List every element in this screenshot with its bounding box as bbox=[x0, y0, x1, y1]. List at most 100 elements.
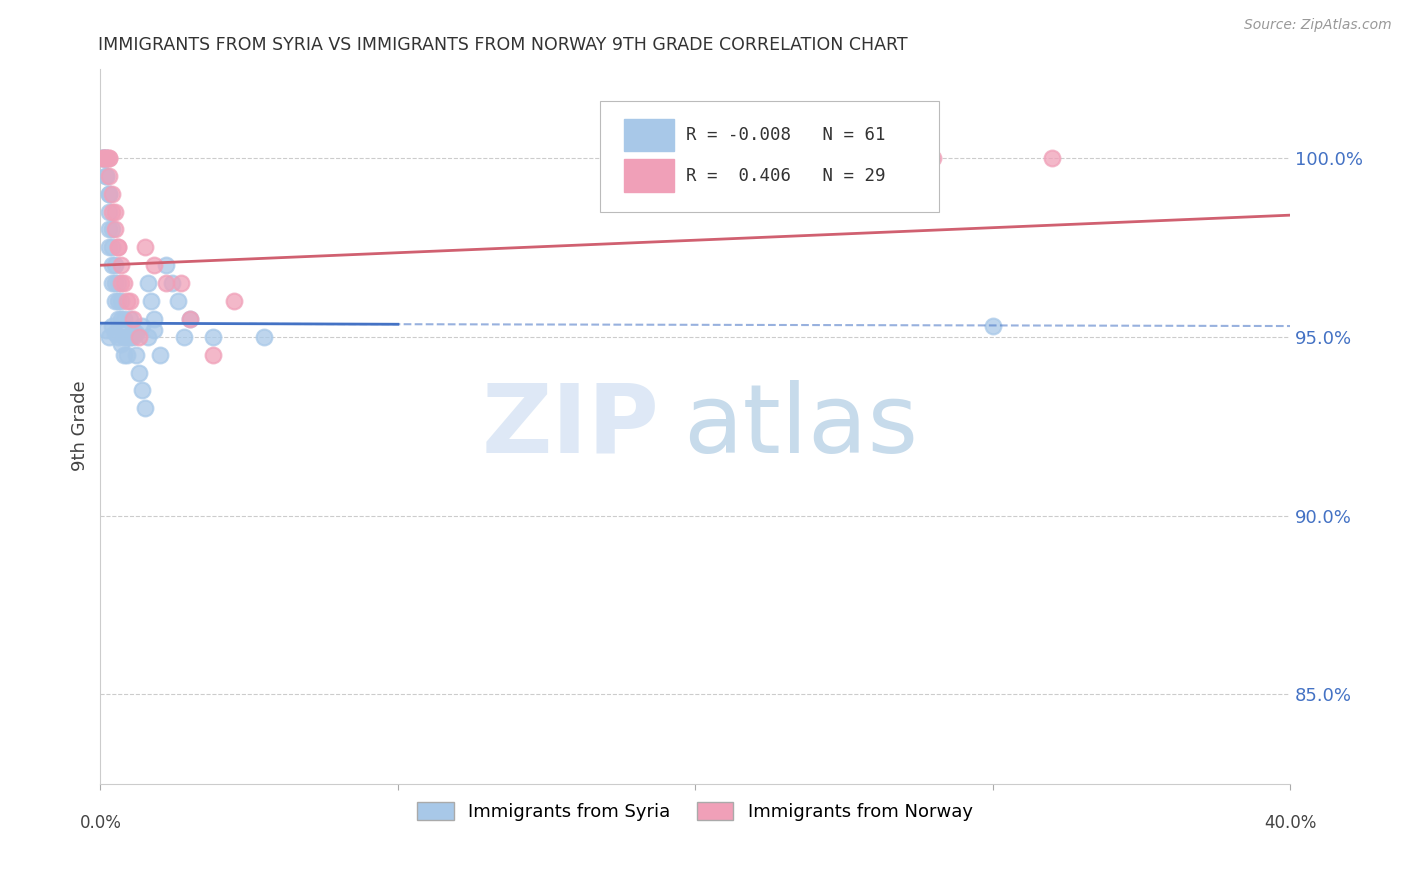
Legend: Immigrants from Syria, Immigrants from Norway: Immigrants from Syria, Immigrants from N… bbox=[411, 795, 980, 829]
Point bbox=[98, 186, 121, 201]
Point bbox=[107, 240, 129, 254]
Text: 0.0%: 0.0% bbox=[79, 814, 121, 832]
Point bbox=[202, 330, 225, 344]
Point bbox=[110, 311, 132, 326]
Point bbox=[115, 348, 138, 362]
Point bbox=[155, 258, 177, 272]
Point bbox=[91, 151, 114, 165]
Point bbox=[122, 311, 145, 326]
Point bbox=[253, 330, 276, 344]
Text: Source: ZipAtlas.com: Source: ZipAtlas.com bbox=[1244, 18, 1392, 32]
Point bbox=[122, 330, 145, 344]
Point bbox=[96, 169, 118, 183]
Point bbox=[139, 293, 162, 308]
Point bbox=[96, 151, 118, 165]
Point bbox=[91, 151, 114, 165]
Point bbox=[101, 276, 124, 290]
Point bbox=[98, 151, 121, 165]
Point bbox=[155, 276, 177, 290]
Point bbox=[128, 366, 150, 380]
Text: 40.0%: 40.0% bbox=[1264, 814, 1316, 832]
Point bbox=[98, 330, 121, 344]
Point bbox=[98, 204, 121, 219]
Point bbox=[112, 311, 135, 326]
Point bbox=[142, 311, 165, 326]
Point bbox=[142, 323, 165, 337]
Point bbox=[91, 151, 114, 165]
Point bbox=[122, 323, 145, 337]
Point bbox=[98, 240, 121, 254]
Point bbox=[104, 222, 127, 236]
Point bbox=[120, 330, 142, 344]
Point bbox=[98, 169, 121, 183]
Point bbox=[96, 151, 118, 165]
Point bbox=[179, 311, 201, 326]
FancyBboxPatch shape bbox=[600, 101, 939, 211]
Point bbox=[110, 337, 132, 351]
Point bbox=[112, 323, 135, 337]
Point bbox=[96, 169, 118, 183]
Point bbox=[107, 330, 129, 344]
Point bbox=[134, 240, 156, 254]
Point bbox=[101, 258, 124, 272]
Point bbox=[98, 186, 121, 201]
Point bbox=[922, 151, 945, 165]
Point bbox=[166, 293, 188, 308]
Point bbox=[112, 348, 135, 362]
Point bbox=[107, 311, 129, 326]
Point bbox=[110, 276, 132, 290]
Y-axis label: 9th Grade: 9th Grade bbox=[72, 381, 89, 472]
Point bbox=[149, 348, 172, 362]
Text: R =  0.406   N = 29: R = 0.406 N = 29 bbox=[686, 167, 886, 185]
Point bbox=[115, 293, 138, 308]
Point bbox=[91, 151, 114, 165]
Point bbox=[224, 293, 246, 308]
Point bbox=[91, 151, 114, 165]
Point bbox=[110, 293, 132, 308]
Point bbox=[104, 258, 127, 272]
Point bbox=[142, 258, 165, 272]
Point bbox=[107, 293, 129, 308]
Point bbox=[1040, 151, 1063, 165]
Point bbox=[160, 276, 183, 290]
Point bbox=[104, 326, 127, 341]
Point bbox=[104, 276, 127, 290]
Point bbox=[134, 401, 156, 416]
Text: atlas: atlas bbox=[683, 380, 918, 473]
Point bbox=[101, 186, 124, 201]
Point bbox=[107, 276, 129, 290]
Point bbox=[136, 330, 159, 344]
Point bbox=[96, 151, 118, 165]
Point bbox=[120, 293, 142, 308]
Point bbox=[136, 276, 159, 290]
Point bbox=[98, 222, 121, 236]
Point bbox=[104, 204, 127, 219]
Point bbox=[101, 240, 124, 254]
Text: ZIP: ZIP bbox=[482, 380, 659, 473]
Point bbox=[115, 330, 138, 344]
Point bbox=[202, 348, 225, 362]
Point bbox=[120, 330, 142, 344]
Text: IMMIGRANTS FROM SYRIA VS IMMIGRANTS FROM NORWAY 9TH GRADE CORRELATION CHART: IMMIGRANTS FROM SYRIA VS IMMIGRANTS FROM… bbox=[98, 36, 908, 54]
FancyBboxPatch shape bbox=[624, 119, 673, 152]
Point bbox=[96, 151, 118, 165]
Point bbox=[120, 311, 142, 326]
Point bbox=[125, 348, 148, 362]
FancyBboxPatch shape bbox=[624, 160, 673, 193]
Point bbox=[104, 293, 127, 308]
Point bbox=[128, 330, 150, 344]
Point bbox=[112, 276, 135, 290]
Point bbox=[179, 311, 201, 326]
Point bbox=[101, 319, 124, 334]
Point bbox=[112, 330, 135, 344]
Point bbox=[96, 323, 118, 337]
Point bbox=[101, 222, 124, 236]
Point bbox=[101, 204, 124, 219]
Point bbox=[125, 326, 148, 341]
Point bbox=[981, 319, 1004, 334]
Point bbox=[110, 258, 132, 272]
Point bbox=[169, 276, 191, 290]
Point bbox=[173, 330, 195, 344]
Point bbox=[107, 240, 129, 254]
Point bbox=[98, 151, 121, 165]
